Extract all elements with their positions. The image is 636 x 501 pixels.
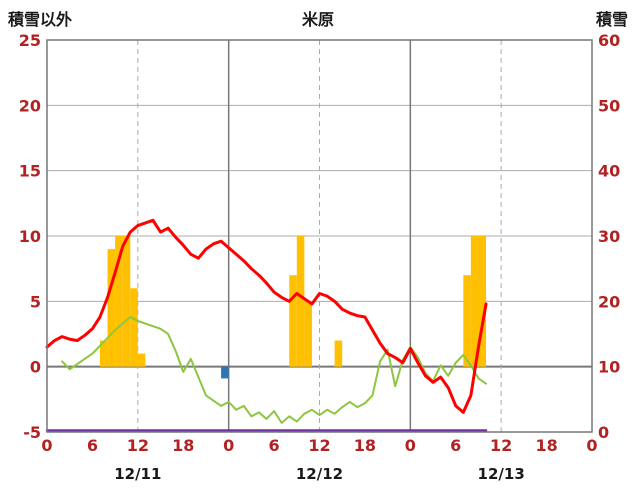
x-axis-tick-label: 6 <box>450 436 461 455</box>
x-axis-tick-label: 0 <box>405 436 416 455</box>
x-axis-tick-label: 12 <box>490 436 512 455</box>
left-axis-title: 積雪以外 <box>8 10 73 29</box>
date-label: 12/11 <box>114 465 161 483</box>
series-orange-bars <box>130 288 138 367</box>
series-orange-bars <box>115 236 123 367</box>
x-axis-tick-label: 6 <box>87 436 98 455</box>
x-axis-tick-label: 18 <box>354 436 376 455</box>
series-orange-bars <box>470 236 479 367</box>
series-orange-bars <box>304 301 312 367</box>
left-axis-tick-label: -5 <box>23 423 41 442</box>
left-axis-tick-label: 20 <box>19 96 41 115</box>
x-axis-tick-label: 0 <box>223 436 234 455</box>
series-orange-bars <box>122 236 131 367</box>
series-orange-bars <box>107 249 116 367</box>
x-axis-tick-label: 12 <box>308 436 330 455</box>
series-orange-bars <box>137 353 146 367</box>
left-axis-tick-label: 10 <box>19 227 41 246</box>
right-axis-tick-label: 30 <box>598 227 620 246</box>
x-axis-tick-label: 0 <box>586 436 597 455</box>
series-orange-bars <box>463 275 471 367</box>
series-orange-bars <box>334 340 343 367</box>
series-orange-bars <box>296 236 305 367</box>
left-axis-tick-label: 15 <box>19 162 41 181</box>
series-orange-bars <box>99 340 108 367</box>
right-axis-tick-label: 50 <box>598 96 620 115</box>
x-axis-tick-label: 18 <box>172 436 194 455</box>
right-axis-tick-label: 10 <box>598 358 620 377</box>
right-axis-title: 積雪 <box>595 10 628 29</box>
date-label: 12/12 <box>296 465 343 483</box>
left-axis-tick-label: 5 <box>30 292 41 311</box>
x-axis-tick-label: 6 <box>269 436 280 455</box>
right-axis-tick-label: 20 <box>598 292 620 311</box>
date-label: 12/13 <box>478 465 525 483</box>
series-red-line <box>45 218 488 414</box>
right-axis-tick-label: 0 <box>598 423 609 442</box>
right-axis-tick-label: 40 <box>598 162 620 181</box>
series-orange-bars <box>289 275 297 367</box>
right-axis-tick-label: 60 <box>598 31 620 50</box>
plot-border <box>46 39 593 433</box>
series-green-line <box>61 316 488 424</box>
x-axis-tick-label: 0 <box>41 436 52 455</box>
left-axis-tick-label: 0 <box>30 358 41 377</box>
station-title: 米原 <box>301 10 335 29</box>
left-axis-tick-label: 25 <box>19 31 41 50</box>
x-axis-tick-label: 18 <box>535 436 557 455</box>
series-blue-bar <box>221 366 229 379</box>
x-axis-tick-label: 12 <box>127 436 149 455</box>
series-orange-bars <box>478 236 487 367</box>
